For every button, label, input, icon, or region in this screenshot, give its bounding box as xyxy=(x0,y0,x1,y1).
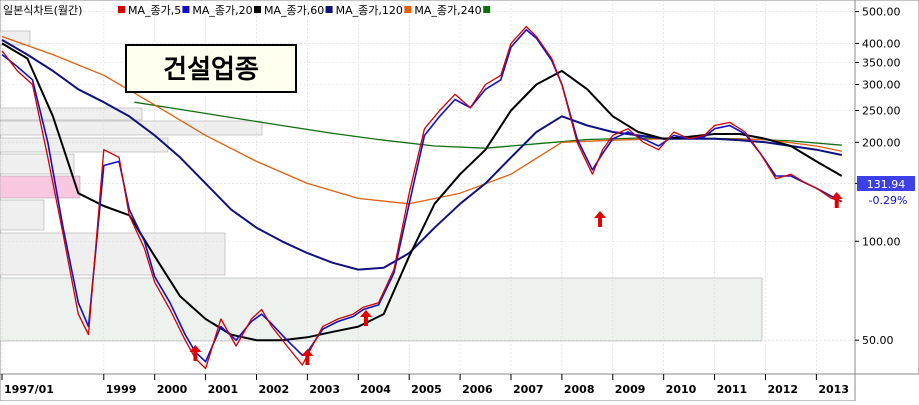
y-tick-label: 200.00 xyxy=(862,136,901,149)
y-tick-label: 350.00 xyxy=(862,56,901,69)
volume-profile xyxy=(0,30,763,342)
x-tick-label: 2011 xyxy=(717,383,748,396)
up-arrow-icon xyxy=(301,349,314,365)
current-change-label: -0.29% xyxy=(869,194,908,207)
series-lines xyxy=(1,25,843,370)
y-tick-label: 100.00 xyxy=(862,235,901,248)
legend-item: MA_종가,60 xyxy=(264,4,324,17)
x-tick-label: 2000 xyxy=(157,383,188,396)
x-tick-label: 2009 xyxy=(615,383,646,396)
legend-swatch xyxy=(404,6,412,13)
legend-item: MA_종가,5 xyxy=(128,4,181,17)
up-arrow-icon xyxy=(594,211,607,227)
y-tick-label: 500.00 xyxy=(862,6,901,19)
x-tick-label: 2008 xyxy=(564,383,595,396)
up-arrow-icon xyxy=(830,192,843,208)
up-arrow-icon xyxy=(359,310,372,326)
x-tick-label: 2013 xyxy=(818,383,849,396)
legend-swatch xyxy=(118,6,125,13)
series-line-0 xyxy=(1,25,842,370)
legend-swatch xyxy=(182,6,190,13)
legend-prefix: 일본식차트(월간) xyxy=(3,3,82,17)
bottom-arrows xyxy=(189,192,843,365)
chart-title: 건설업종 xyxy=(163,55,259,85)
chart-title-box: 건설업종 xyxy=(125,44,297,93)
legend-item: MA_종가,20 xyxy=(192,4,252,17)
legend-swatch xyxy=(254,6,261,13)
legend: 일본식차트(월간) MA_종가,5 MA_종가,20 MA_종가,60 MA_종가,1… xyxy=(3,3,491,17)
legend-item: MA_종가,120 xyxy=(336,4,403,17)
x-tick-label: 2001 xyxy=(208,383,239,396)
grid xyxy=(0,0,855,374)
y-tick-label: 50.00 xyxy=(862,334,894,347)
current-value-marker: 131.94 -0.29% xyxy=(857,176,915,207)
series-line-3 xyxy=(1,39,843,271)
x-tick-label: 1999 xyxy=(106,383,137,396)
x-tick-label: 2006 xyxy=(462,383,493,396)
up-arrow-icon xyxy=(189,345,202,361)
x-tick-label: 1997/01 xyxy=(4,383,54,396)
x-tick-label: 2004 xyxy=(360,383,391,396)
legend-swatch xyxy=(325,6,333,13)
legend-swatch xyxy=(483,6,491,13)
x-tick-label: 2007 xyxy=(513,383,544,396)
current-value-label: 131.94 xyxy=(867,178,906,191)
legend-item: MA_종가,240 xyxy=(414,4,481,17)
x-axis-ticks: 1997/01 1999 2000 2001 2002 2003 2004 2005 2006 2… xyxy=(1,374,849,396)
x-tick-label: 2003 xyxy=(309,383,340,396)
x-tick-label: 2002 xyxy=(258,383,289,396)
series-line-1 xyxy=(1,28,843,363)
x-tick-label: 2012 xyxy=(767,383,798,396)
x-tick-label: 2010 xyxy=(666,383,697,396)
y-tick-label: 250.00 xyxy=(862,105,901,118)
y-tick-label: 300.00 xyxy=(862,78,901,91)
x-tick-label: 2005 xyxy=(411,383,442,396)
y-tick-label: 400.00 xyxy=(862,37,901,50)
